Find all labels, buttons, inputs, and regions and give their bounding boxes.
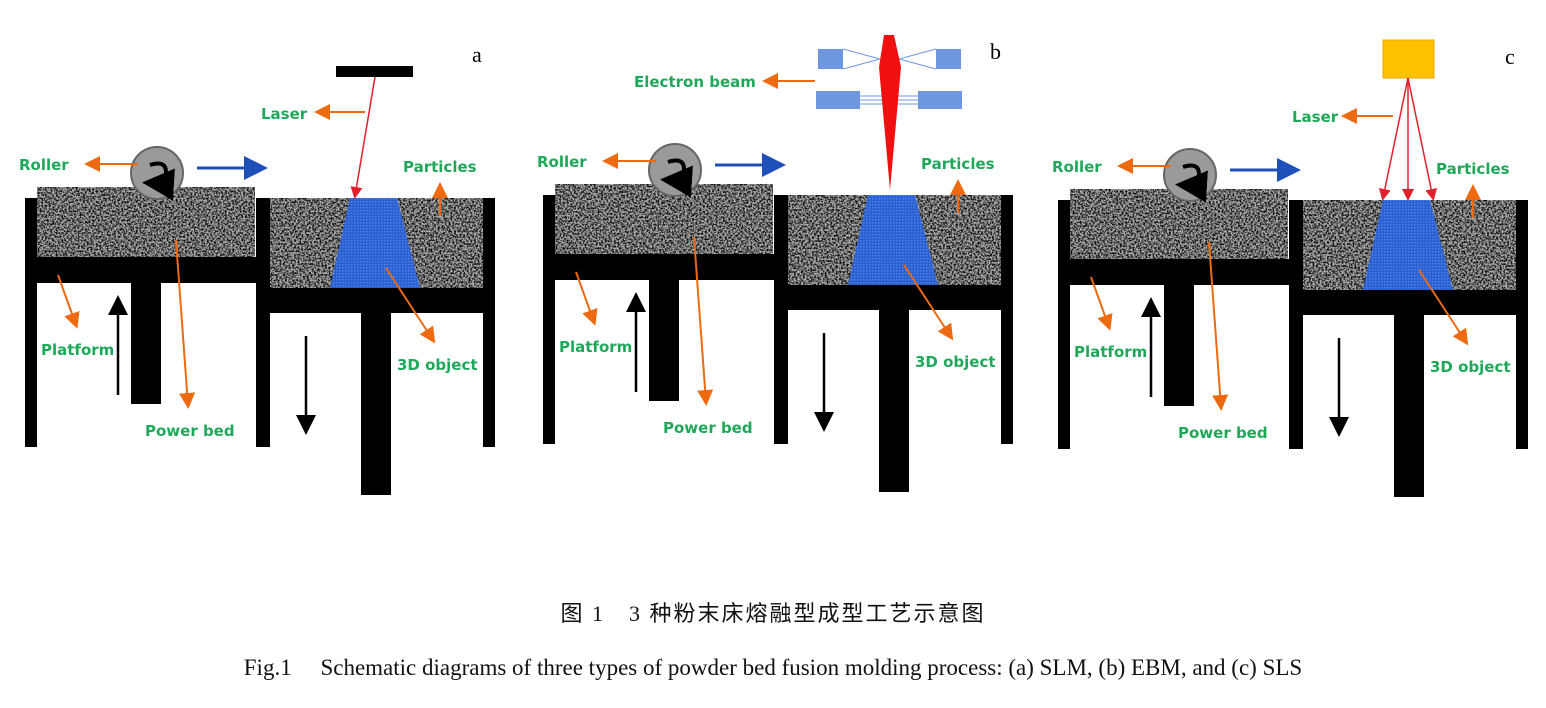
panel-a: Laser Roller Particles Platform Power bed 3D … (19, 42, 495, 495)
left-platform (543, 254, 781, 280)
electron-beam (879, 35, 901, 190)
roller-label: Roller (1052, 158, 1102, 176)
panel-c: Laser Roller Particles Platform Power bed 3D … (1052, 39, 1528, 497)
roller (130, 146, 184, 200)
power-bed-pointer (1208, 241, 1229, 411)
laser-label: Laser (1292, 108, 1339, 126)
electron-gun-coil (816, 91, 860, 109)
left-piston-stem (649, 280, 679, 401)
right-chamber-wall-right (483, 198, 495, 447)
right-platform (256, 288, 495, 313)
electron-gun-coil (918, 91, 962, 109)
rotate-arrow-icon (1175, 163, 1208, 203)
electron-gun-coil (936, 49, 961, 69)
electron-beam-label: Electron beam (634, 73, 756, 91)
roller (648, 143, 702, 197)
3d-object-label: 3D object (1430, 358, 1511, 376)
panel-letter: a (472, 42, 482, 67)
particles-label: Particles (403, 158, 477, 176)
roller (1163, 148, 1217, 202)
3d-object (1363, 200, 1453, 290)
left-platform (25, 257, 263, 283)
platform-label: Platform (559, 338, 632, 356)
left-chamber-wall-left (1058, 200, 1070, 449)
left-chamber-wall-left (25, 198, 37, 447)
right-piston-stem (879, 310, 909, 492)
left-platform (1058, 259, 1296, 285)
laser-beam (350, 76, 376, 199)
platform-label: Platform (1074, 343, 1147, 361)
left-piston-stem (1164, 285, 1194, 406)
platform-pointer (1090, 276, 1113, 331)
power-bed-pointer (175, 239, 196, 409)
3d-object-label: 3D object (915, 353, 996, 371)
left-chamber-wall-left (543, 195, 555, 444)
platform-label: Platform (41, 341, 114, 359)
laser-beam-right (1407, 77, 1438, 201)
platform-pointer (57, 274, 80, 329)
laser-source (336, 66, 413, 77)
diagram: Laser Roller Particles Platform Power bed 3D … (19, 35, 1528, 497)
right-chamber-wall-left (774, 195, 788, 444)
roller-label: Roller (537, 153, 587, 171)
rotate-arrow-icon (660, 158, 693, 198)
laser-beam-left (1378, 77, 1409, 201)
right-piston-stem (1394, 315, 1424, 497)
power-bed-pointer (693, 236, 714, 406)
right-chamber-wall-left (256, 198, 270, 447)
caption-chinese: 图 1 3 种粉末床熔融型成型工艺示意图 (560, 601, 986, 626)
3d-object (848, 195, 938, 285)
right-platform (774, 285, 1013, 310)
panel-letter: b (990, 39, 1001, 64)
3d-object-label: 3D object (397, 356, 478, 374)
laser-label: Laser (261, 105, 308, 123)
panel-b: Electron beam Roller Particles Platform Powe… (537, 35, 1013, 492)
panel-letter: c (1505, 44, 1515, 69)
3d-object-pointer (903, 264, 954, 341)
particles-label: Particles (921, 155, 995, 173)
right-platform (1289, 290, 1528, 315)
platform-pointer (575, 271, 598, 326)
electron-gun-coil (818, 49, 843, 69)
3d-object-pointer (1418, 269, 1469, 346)
power-bed-label: Power bed (663, 419, 753, 437)
left-piston-stem (131, 283, 161, 404)
power-bed-label: Power bed (1178, 424, 1268, 442)
right-chamber-wall-right (1001, 195, 1013, 444)
roller-label: Roller (19, 156, 69, 174)
right-chamber-wall-right (1516, 200, 1528, 449)
right-chamber-wall-left (1289, 200, 1303, 449)
power-bed-label: Power bed (145, 422, 235, 440)
particles-label: Particles (1436, 160, 1510, 178)
3d-object-pointer (385, 267, 436, 344)
caption-english: Fig.1 Schematic diagrams of three types … (243, 655, 1303, 680)
rotate-arrow-icon (142, 161, 175, 201)
right-piston-stem (361, 313, 391, 495)
laser-source (1382, 39, 1435, 79)
3d-object (330, 198, 420, 288)
